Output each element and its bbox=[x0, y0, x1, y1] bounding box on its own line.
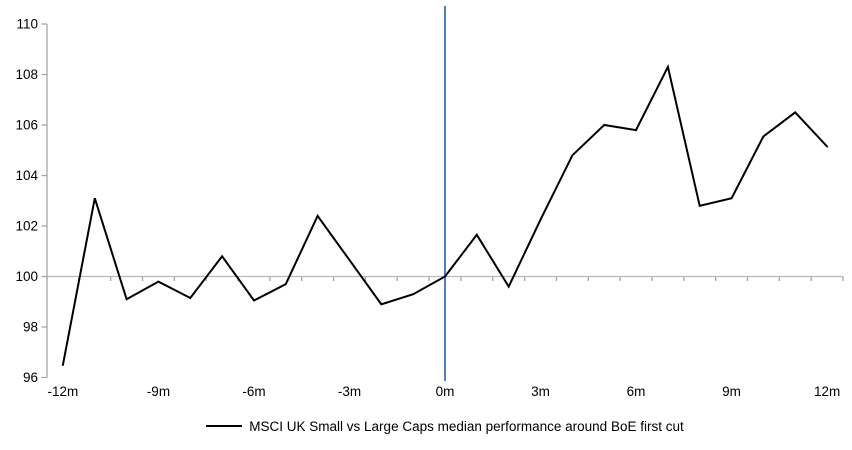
x-axis-label: -12m bbox=[48, 384, 79, 399]
y-axis-label: 108 bbox=[15, 67, 38, 82]
chart-legend: MSCI UK Small vs Large Caps median perfo… bbox=[47, 417, 843, 435]
y-axis-label: 102 bbox=[15, 219, 38, 234]
x-axis-label: 12m bbox=[814, 384, 840, 399]
y-axis-label: 104 bbox=[15, 168, 38, 183]
y-axis-label: 110 bbox=[16, 17, 38, 32]
legend-series-label: MSCI UK Small vs Large Caps median perfo… bbox=[249, 418, 684, 434]
series-line bbox=[61, 63, 829, 366]
x-axis-label: -3m bbox=[338, 384, 361, 399]
x-axis-label: 9m bbox=[722, 384, 741, 399]
y-axis-label: 100 bbox=[15, 269, 38, 284]
x-axis-label: -6m bbox=[242, 384, 265, 399]
x-axis-label: -9m bbox=[147, 384, 170, 399]
legend-line-swatch bbox=[206, 425, 243, 427]
y-axis-label: 96 bbox=[23, 370, 38, 385]
y-axis-label: 106 bbox=[15, 118, 38, 133]
x-axis-label: 6m bbox=[627, 384, 646, 399]
x-axis-label: 0m bbox=[436, 384, 455, 399]
y-axis-label: 98 bbox=[23, 320, 38, 335]
x-axis-label: 3m bbox=[531, 384, 550, 399]
